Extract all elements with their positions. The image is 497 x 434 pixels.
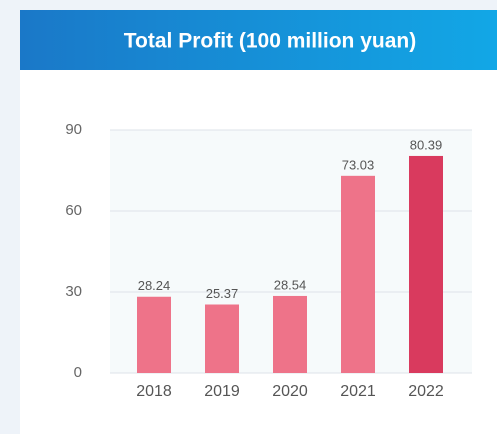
y-tick-label: 90	[65, 121, 82, 138]
bar	[273, 295, 307, 373]
card-header	[20, 10, 497, 70]
bar	[205, 304, 239, 373]
value-label: 25.37	[206, 286, 239, 301]
x-tick-label: 2022	[408, 383, 444, 400]
x-tick-label: 2020	[272, 383, 308, 400]
y-tick-label: 60	[65, 202, 82, 219]
y-tick-label: 30	[65, 283, 82, 300]
chart-title: Total Profit (100 million yuan)	[124, 30, 416, 53]
bar	[341, 175, 375, 373]
value-label: 28.24	[138, 278, 171, 293]
x-tick-label: 2021	[340, 383, 376, 400]
x-tick-label: 2019	[204, 383, 240, 400]
bar	[409, 155, 443, 373]
value-label: 28.54	[274, 277, 307, 292]
value-label: 80.39	[410, 137, 443, 152]
y-tick-label: 0	[74, 364, 82, 381]
bar	[137, 296, 171, 373]
x-tick-label: 2018	[136, 383, 172, 400]
value-label: 73.03	[342, 157, 375, 172]
